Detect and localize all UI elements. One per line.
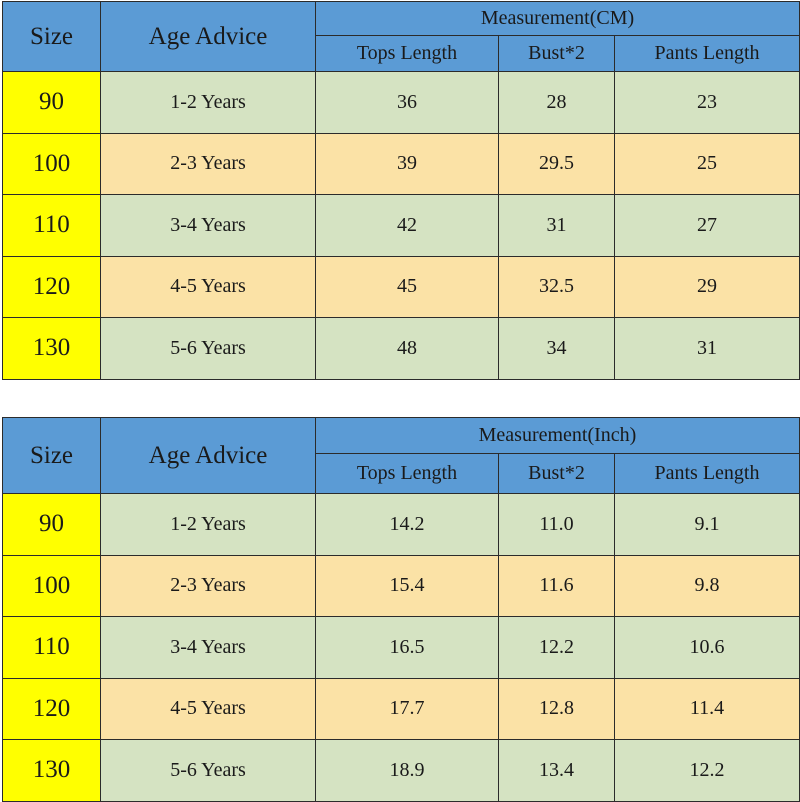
tops-length-cell: 39 — [315, 132, 499, 195]
pants-length-cell: 29 — [613, 255, 800, 318]
tops-length-cell: 18.9 — [315, 739, 499, 802]
bust-cell: 11.6 — [498, 554, 615, 617]
table-row: 100 2-3 Years 15.4 11.6 9.8 — [2, 554, 800, 617]
table-row: 110 3-4 Years 16.5 12.2 10.6 — [2, 616, 800, 679]
tops-length-cell: 17.7 — [315, 677, 499, 740]
measurement-header: Measurement(CM) — [314, 1, 800, 36]
age-advice-cell: 4-5 Years — [100, 255, 316, 318]
tops-length-cell: 36 — [315, 71, 499, 134]
tops-length-header: Tops Length — [315, 453, 499, 494]
table-row: 130 5-6 Years 18.9 13.4 12.2 — [2, 739, 800, 802]
pants-length-cell: 31 — [613, 317, 800, 380]
table-row: 90 1-2 Years 36 28 23 — [2, 71, 800, 134]
size-cell: 100 — [2, 132, 101, 195]
table-row: 120 4-5 Years 45 32.5 29 — [2, 255, 800, 318]
table-row: 90 1-2 Years 14.2 11.0 9.1 — [2, 493, 800, 556]
tops-length-cell: 16.5 — [315, 616, 499, 679]
size-cell: 110 — [2, 616, 101, 679]
table-row: 120 4-5 Years 17.7 12.8 11.4 — [2, 677, 800, 740]
age-advice-cell: 3-4 Years — [100, 616, 316, 679]
table-row: 130 5-6 Years 48 34 31 — [2, 317, 800, 380]
bust-cell: 31 — [498, 194, 615, 257]
size-cell: 90 — [2, 71, 101, 134]
size-cell: 110 — [2, 194, 101, 257]
pants-length-header: Pants Length — [613, 35, 800, 72]
measurement-header: Measurement(Inch) — [315, 417, 800, 454]
pants-length-cell: 27 — [613, 194, 800, 257]
age-advice-cell: 5-6 Years — [100, 739, 316, 802]
pants-length-cell: 9.8 — [614, 554, 800, 617]
bust-cell: 34 — [498, 317, 615, 380]
tops-length-header: Tops Length — [315, 35, 499, 72]
bust-cell: 12.8 — [498, 677, 615, 740]
age-advice-cell: 3-4 Years — [100, 194, 316, 257]
pants-length-cell: 25 — [613, 132, 800, 195]
size-cell: 90 — [2, 493, 101, 556]
pants-length-header: Pants Length — [614, 453, 800, 494]
pants-length-cell: 23 — [613, 71, 800, 134]
size-header: Size — [2, 417, 101, 494]
size-chart-inch-table: Size Age Advice Measurement(Inch) Tops L… — [2, 417, 800, 802]
bust-cell: 28 — [498, 71, 615, 134]
pants-length-cell: 12.2 — [614, 739, 800, 802]
size-chart-cm-table: Size Age Advice Measurement(CM) Tops Len… — [2, 1, 800, 380]
bust-cell: 11.0 — [498, 493, 615, 556]
tops-length-cell: 45 — [315, 255, 499, 318]
tops-length-cell: 42 — [315, 194, 499, 257]
age-advice-cell: 2-3 Years — [100, 132, 316, 195]
age-advice-cell: 5-6 Years — [100, 317, 316, 380]
age-advice-cell: 2-3 Years — [100, 554, 316, 617]
age-advice-cell: 1-2 Years — [100, 493, 316, 556]
tops-length-cell: 15.4 — [315, 554, 499, 617]
size-cell: 130 — [2, 317, 101, 380]
bust-header: Bust*2 — [498, 35, 615, 72]
bust-cell: 13.4 — [498, 739, 615, 802]
tops-length-cell: 14.2 — [315, 493, 499, 556]
age-advice-header: Age Advice — [100, 417, 316, 494]
tops-length-cell: 48 — [315, 317, 499, 380]
bust-cell: 12.2 — [498, 616, 615, 679]
bust-cell: 32.5 — [498, 255, 615, 318]
age-advice-cell: 1-2 Years — [100, 71, 316, 134]
bust-cell: 29.5 — [498, 132, 615, 195]
age-advice-cell: 4-5 Years — [100, 677, 316, 740]
table-row: 100 2-3 Years 39 29.5 25 — [2, 132, 800, 195]
pants-length-cell: 11.4 — [614, 677, 800, 740]
size-cell: 120 — [2, 677, 101, 740]
pants-length-cell: 10.6 — [614, 616, 800, 679]
size-cell: 100 — [2, 554, 101, 617]
bust-header: Bust*2 — [498, 453, 615, 494]
table-row: 110 3-4 Years 42 31 27 — [2, 194, 800, 257]
size-cell: 130 — [2, 739, 101, 802]
size-header: Size — [2, 1, 101, 72]
size-cell: 120 — [2, 255, 101, 318]
pants-length-cell: 9.1 — [614, 493, 800, 556]
age-advice-header: Age Advice — [100, 1, 316, 72]
